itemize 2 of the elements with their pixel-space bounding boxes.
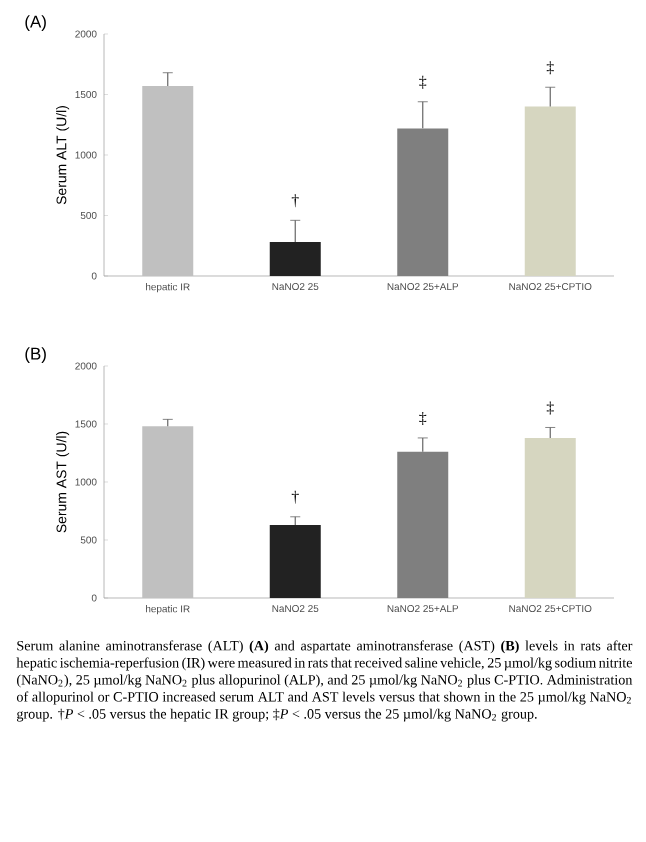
chart-title: (A)	[25, 15, 46, 31]
chart-title: (B)	[25, 347, 46, 363]
